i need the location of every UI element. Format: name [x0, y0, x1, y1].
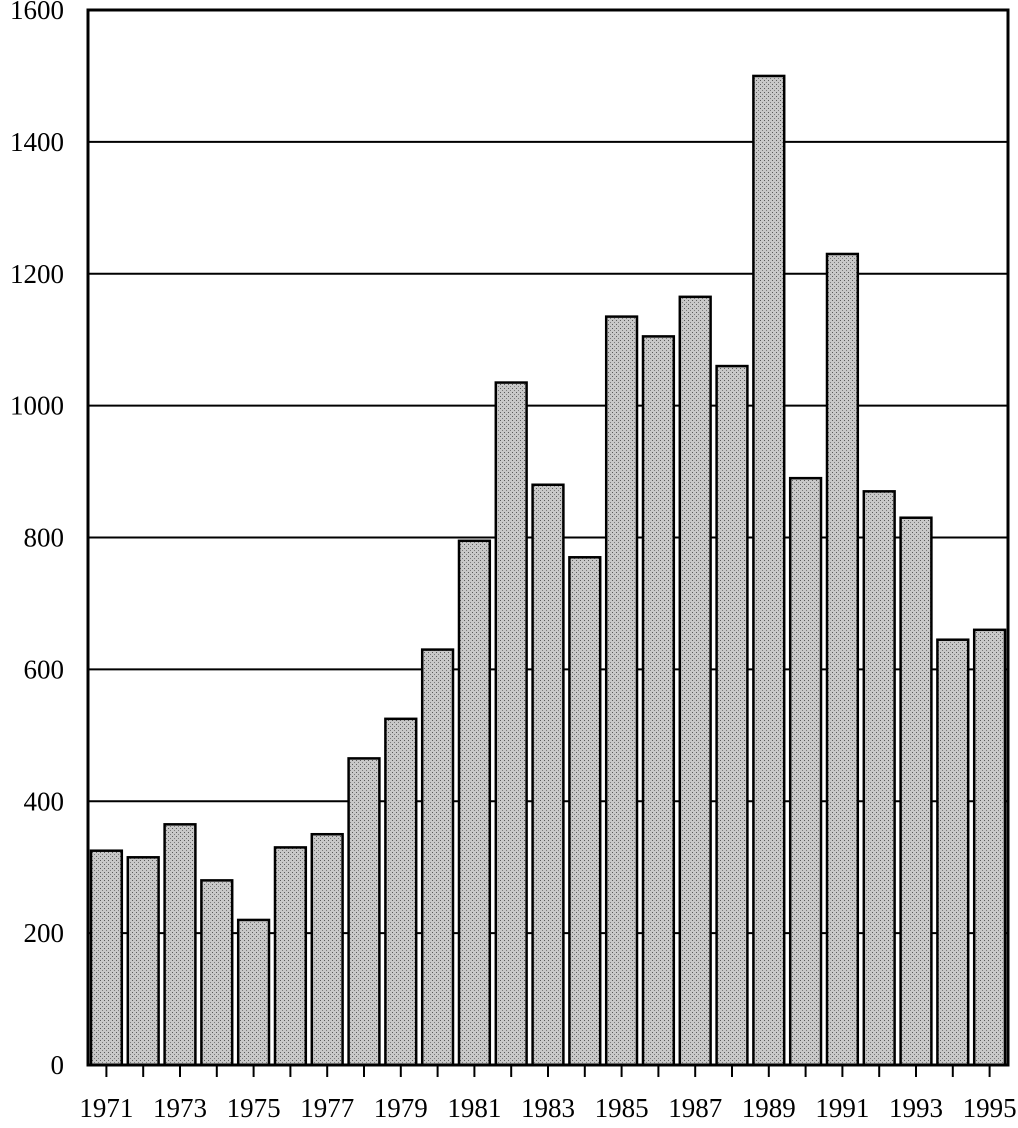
bar-1973 — [163, 823, 197, 1067]
bar-1974 — [200, 879, 234, 1067]
x-tick-label: 1979 — [374, 1093, 428, 1123]
bar-1983 — [531, 483, 565, 1067]
x-tick-label: 1981 — [447, 1093, 501, 1123]
bar-1981 — [457, 539, 492, 1067]
x-tick-labels: 1971 1973 1975 1977 1979 1981 1983 1985 1987 1989… — [79, 1093, 1016, 1123]
bar-1992 — [862, 490, 896, 1067]
y-tick-label: 600 — [24, 654, 65, 684]
bars — [89, 74, 1007, 1067]
x-tick-label: 1985 — [595, 1093, 649, 1123]
y-tick-label: 1000 — [10, 391, 64, 421]
x-tick-label: 1987 — [668, 1093, 722, 1123]
x-tick-label: 1989 — [742, 1093, 796, 1123]
y-tick-label: 1400 — [10, 127, 64, 157]
bar-1980 — [420, 648, 455, 1067]
bar-1982 — [494, 381, 528, 1067]
bar-1988 — [715, 364, 749, 1067]
y-tick-label: 1200 — [10, 259, 64, 289]
bar-1995 — [972, 628, 1007, 1067]
bar-1993 — [899, 516, 933, 1067]
bar-1979 — [384, 717, 418, 1067]
bar-1985 — [604, 315, 639, 1067]
x-tick-label: 1973 — [153, 1093, 207, 1123]
bar-1987 — [678, 295, 712, 1067]
x-tick-label: 1983 — [521, 1093, 575, 1123]
bar-1977 — [310, 832, 344, 1067]
y-tick-label: 800 — [24, 523, 65, 553]
bar-1990 — [788, 476, 823, 1067]
axes — [86, 8, 1010, 1077]
bar-1994 — [936, 638, 970, 1067]
y-tick-label: 400 — [24, 786, 65, 816]
x-tick-label: 1991 — [815, 1093, 869, 1123]
bar-1976 — [273, 846, 308, 1067]
y-tick-label: 0 — [51, 1050, 65, 1080]
bar-1972 — [126, 856, 160, 1067]
bar-1971 — [89, 849, 124, 1067]
bar-1975 — [236, 918, 271, 1067]
bar-1991 — [825, 252, 860, 1067]
bar-1978 — [347, 757, 381, 1067]
x-tick-label: 1971 — [79, 1093, 133, 1123]
bar-1986 — [641, 335, 676, 1067]
y-tick-label: 200 — [24, 918, 65, 948]
bar-1984 — [568, 556, 602, 1067]
x-tick-label: 1975 — [227, 1093, 281, 1123]
x-tick-label: 1993 — [889, 1093, 943, 1123]
x-tick-label: 1995 — [963, 1093, 1017, 1123]
x-tick-label: 1977 — [300, 1093, 354, 1123]
bar-1989 — [752, 74, 786, 1067]
y-tick-labels: 0 200 400 600 800 1000 1200 1400 1600 — [10, 0, 64, 1080]
y-tick-label: 1600 — [10, 0, 64, 25]
